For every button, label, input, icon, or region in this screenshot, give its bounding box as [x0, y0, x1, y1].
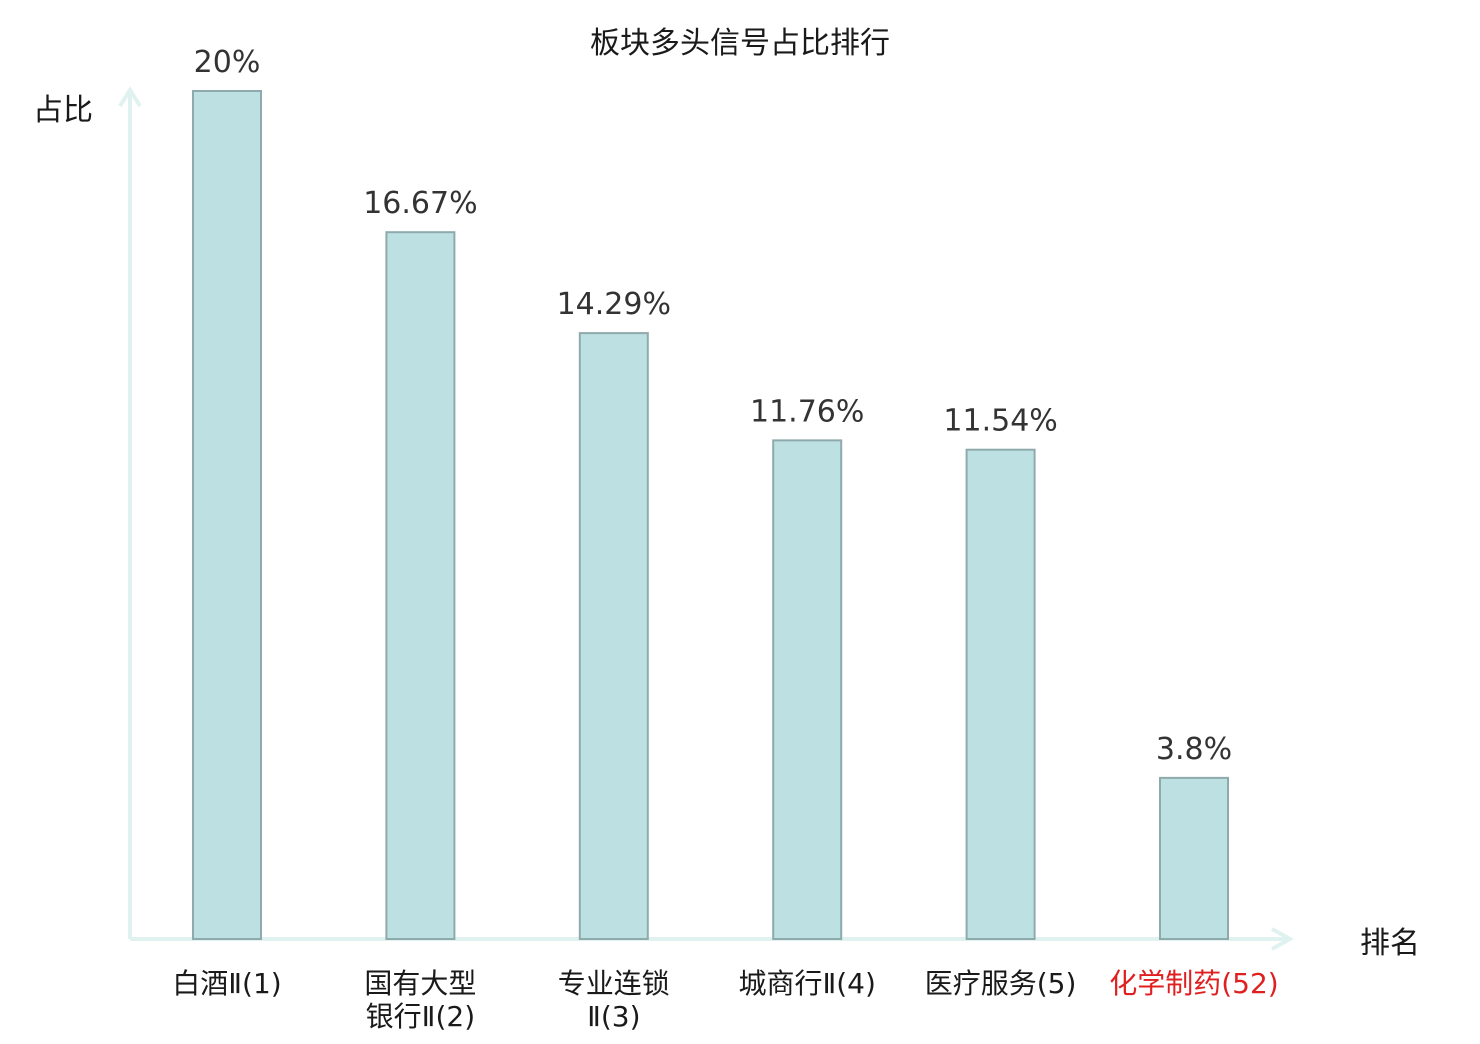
data-label: 16.67%	[363, 186, 477, 221]
x-tick-label: 国有大型	[364, 967, 476, 1000]
x-tick-label: 医疗服务(5)	[925, 967, 1077, 1000]
axes	[118, 86, 1295, 951]
bar	[965, 448, 1036, 940]
chart-title: 板块多头信号占比排行	[590, 26, 890, 61]
x-tick-label: 专业连锁	[558, 967, 670, 1000]
x-tick-label: Ⅱ(3)	[587, 1000, 640, 1033]
y-axis-arrow	[118, 86, 142, 108]
bar	[1159, 776, 1229, 940]
bar	[772, 439, 843, 940]
data-label: 11.76%	[750, 394, 864, 429]
x-tick-label: 化学制药(52)	[1109, 967, 1278, 1000]
data-label: 20%	[194, 45, 261, 80]
data-label: 14.29%	[557, 287, 671, 322]
bar	[578, 332, 649, 940]
y-axis-title: 占比	[33, 93, 93, 128]
x-tick-label: 城商行Ⅱ(4)	[738, 967, 875, 1000]
x-axis-arrow	[1271, 927, 1295, 951]
x-tick-label: 白酒Ⅱ(1)	[172, 967, 281, 1000]
bars-group	[192, 90, 1229, 940]
bar	[192, 90, 262, 940]
x-tick-label: 银行Ⅱ(2)	[366, 1000, 475, 1033]
x-axis-title: 排名	[1360, 926, 1420, 961]
data-label: 3.8%	[1156, 732, 1232, 767]
value-labels-group: 20% 16.67% 14.29% 11.76% 11.54% 3.8%	[194, 45, 1232, 767]
data-label: 11.54%	[943, 404, 1057, 439]
bar	[385, 231, 456, 940]
